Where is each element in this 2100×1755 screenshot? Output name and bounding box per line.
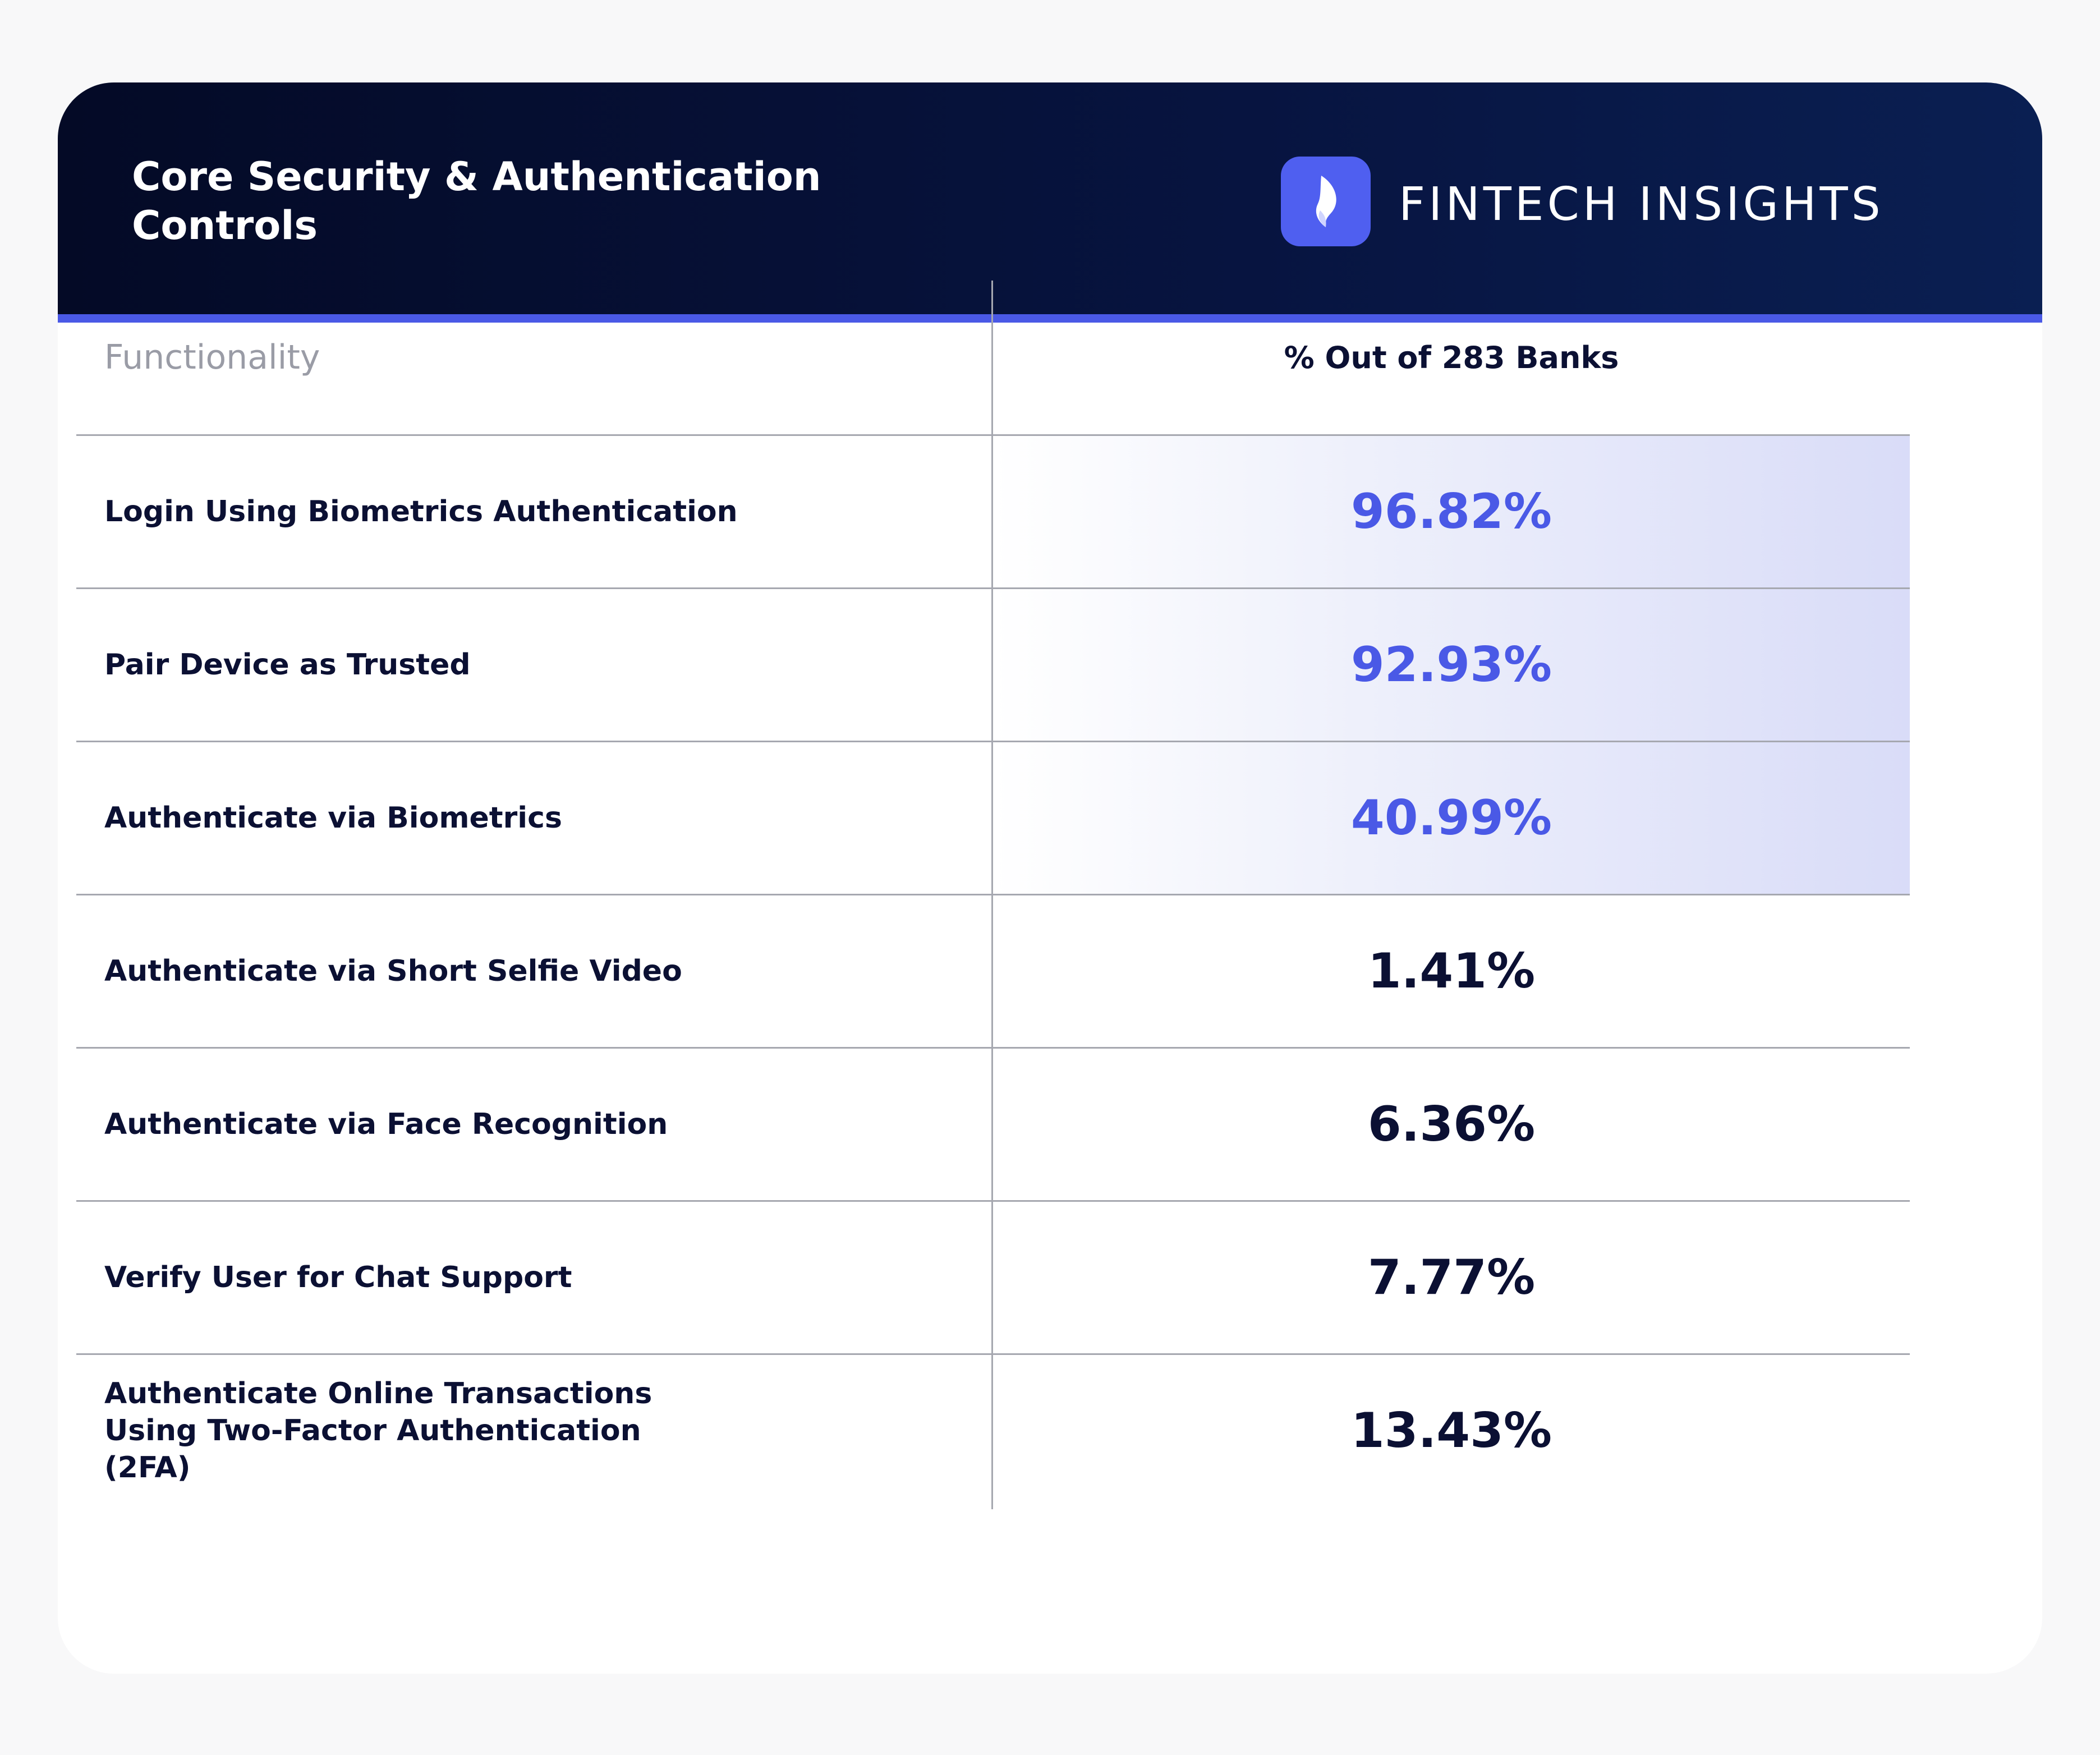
table-row: Authenticate via Short Selfie Video 1.41% [76,894,1910,1047]
row-label: Authenticate via Biometrics [104,801,562,835]
row-value: 40.99% [993,742,1910,894]
brand-name: FINTECH INSIGHTS [1399,178,1884,231]
row-label: Authenticate via Face Recognition [104,1108,668,1141]
row-label: Authenticate via Short Selfie Video [104,954,682,988]
row-label: Pair Device as Trusted [104,648,471,682]
leaf-drop-icon [1281,157,1371,246]
row-label: Login Using Biometrics Authentication [104,495,738,529]
row-value: 6.36% [1367,1096,1536,1152]
table-row: Pair Device as Trusted 92.93% [76,587,1910,741]
header: Core Security & Authentication Controls … [58,82,2042,314]
table-row: Authenticate via Biometrics 40.99% [76,741,1910,894]
row-value: 96.82% [993,436,1910,587]
table-row: Authenticate Online Transactions Using T… [76,1353,1910,1506]
table-row: Login Using Biometrics Authentication 96.… [76,434,1910,587]
row-label: Authenticate Online Transactions Using T… [104,1377,652,1485]
row-value: 7.77% [1367,1249,1536,1306]
column-divider [991,281,993,1509]
table-row: Verify User for Chat Support 7.77% [76,1200,1910,1353]
header-accent-bar [58,314,2042,323]
row-value: 1.41% [1367,943,1536,999]
row-label: Verify User for Chat Support [104,1261,572,1294]
page-title: Core Security & Authentication Controls [132,154,821,249]
column-header-percent: % Out of 283 Banks [1284,339,1619,375]
table-row: Authenticate via Face Recognition 6.36% [76,1047,1910,1200]
row-value: 13.43% [1350,1403,1552,1459]
column-header-functionality: Functionality [104,338,320,377]
table-header-row: Functionality % Out of 283 Banks [76,281,1910,434]
row-value: 92.93% [993,589,1910,741]
